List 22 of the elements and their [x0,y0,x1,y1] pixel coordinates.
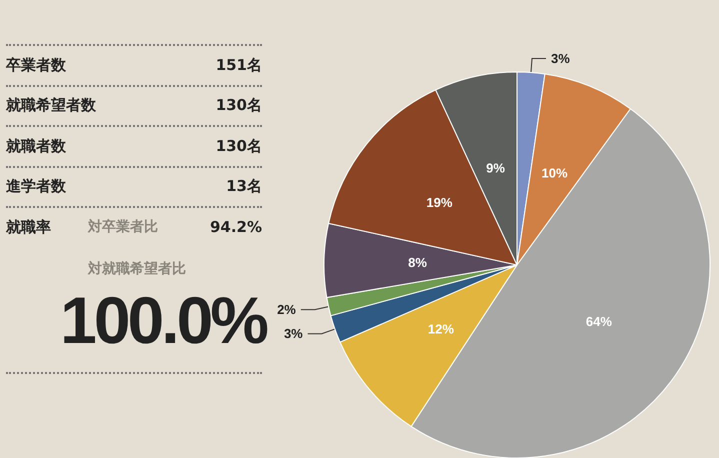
data-label: 19% [426,195,453,210]
text: 対就職希望者比 [88,260,186,278]
data-label: 3% [284,326,304,342]
text: 100.0% [60,282,266,358]
text: 就職希望者数 [6,96,96,115]
text: 13名 [226,177,262,196]
data-label: 8% [408,255,428,270]
data-label: 64% [586,314,612,330]
text: 卒業者数 [6,56,66,75]
text: 130名 [216,137,262,156]
data-label: 3% [550,51,570,66]
text: 130名 [216,96,262,115]
text: 就職者数 [6,137,66,156]
text: 94.2% [210,218,262,236]
text: 対卒業者比 [88,218,158,236]
data-label: 2% [277,302,296,318]
text: 就職率 [6,218,51,237]
data-label: 9% [486,160,506,176]
text: 151名 [216,56,262,75]
data-label: 12% [428,322,454,337]
data-label: 10% [542,165,568,180]
text: 進学者数 [6,177,66,196]
